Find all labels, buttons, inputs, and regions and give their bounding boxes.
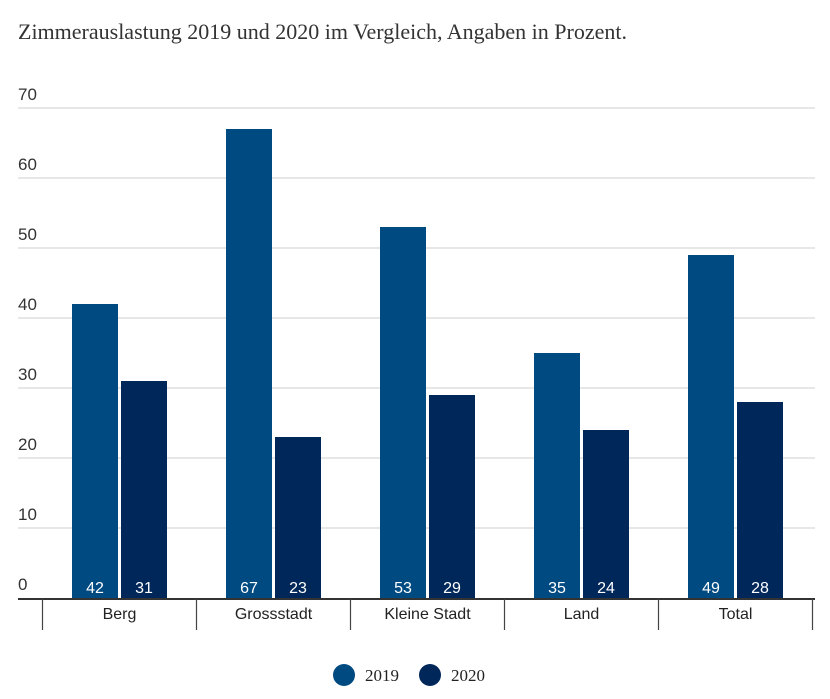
data-label: 53 (394, 580, 412, 597)
data-label: 31 (135, 580, 153, 597)
data-label: 28 (751, 580, 769, 597)
y-tick-label: 60 (18, 155, 37, 174)
bar-2020-grossstadt (275, 437, 321, 598)
x-tick-label: Land (564, 606, 600, 623)
data-label: 35 (548, 580, 566, 597)
x-tick-label: Kleine Stadt (384, 606, 471, 623)
bar-2020-total (737, 402, 783, 598)
y-tick-label: 30 (18, 365, 37, 384)
y-tick-label: 10 (18, 505, 37, 524)
y-tick-label: 40 (18, 295, 37, 314)
legend-swatch (419, 664, 441, 686)
y-tick-label: 20 (18, 435, 37, 454)
bar-2020-berg (121, 381, 167, 598)
data-label: 49 (702, 580, 720, 597)
bar-2019-kleine-stadt (380, 227, 426, 598)
bar-2020-land (583, 430, 629, 598)
y-tick-label: 0 (18, 575, 27, 594)
x-axis: Berg Grossstadt Kleine Stadt Land Total (18, 598, 815, 630)
bar-2019-berg (72, 304, 118, 598)
bar-2020-kleine-stadt (429, 395, 475, 598)
data-label: 24 (597, 580, 615, 597)
data-label: 67 (240, 580, 258, 597)
chart-title: Zimmerauslastung 2019 und 2020 im Vergle… (18, 19, 627, 44)
y-tick-label: 50 (18, 225, 37, 244)
data-label: 42 (86, 580, 104, 597)
y-tick-label: 70 (18, 85, 37, 104)
x-tick-label: Total (719, 606, 753, 623)
legend: 2019 2020 (333, 664, 485, 686)
data-labels: 42 31 67 23 53 29 35 24 49 28 (86, 580, 769, 597)
bars (72, 129, 783, 598)
data-label: 29 (443, 580, 461, 597)
bar-2019-land (534, 353, 580, 598)
legend-label: 2019 (365, 666, 399, 685)
y-axis-tick-labels: 0 10 20 30 40 50 60 70 (18, 85, 37, 594)
x-tick-label: Berg (103, 606, 137, 623)
bar-2019-grossstadt (226, 129, 272, 598)
data-label: 23 (289, 580, 307, 597)
legend-label: 2020 (451, 666, 485, 685)
x-tick-label: Grossstadt (235, 606, 313, 623)
legend-swatch (333, 664, 355, 686)
bar-2019-total (688, 255, 734, 598)
